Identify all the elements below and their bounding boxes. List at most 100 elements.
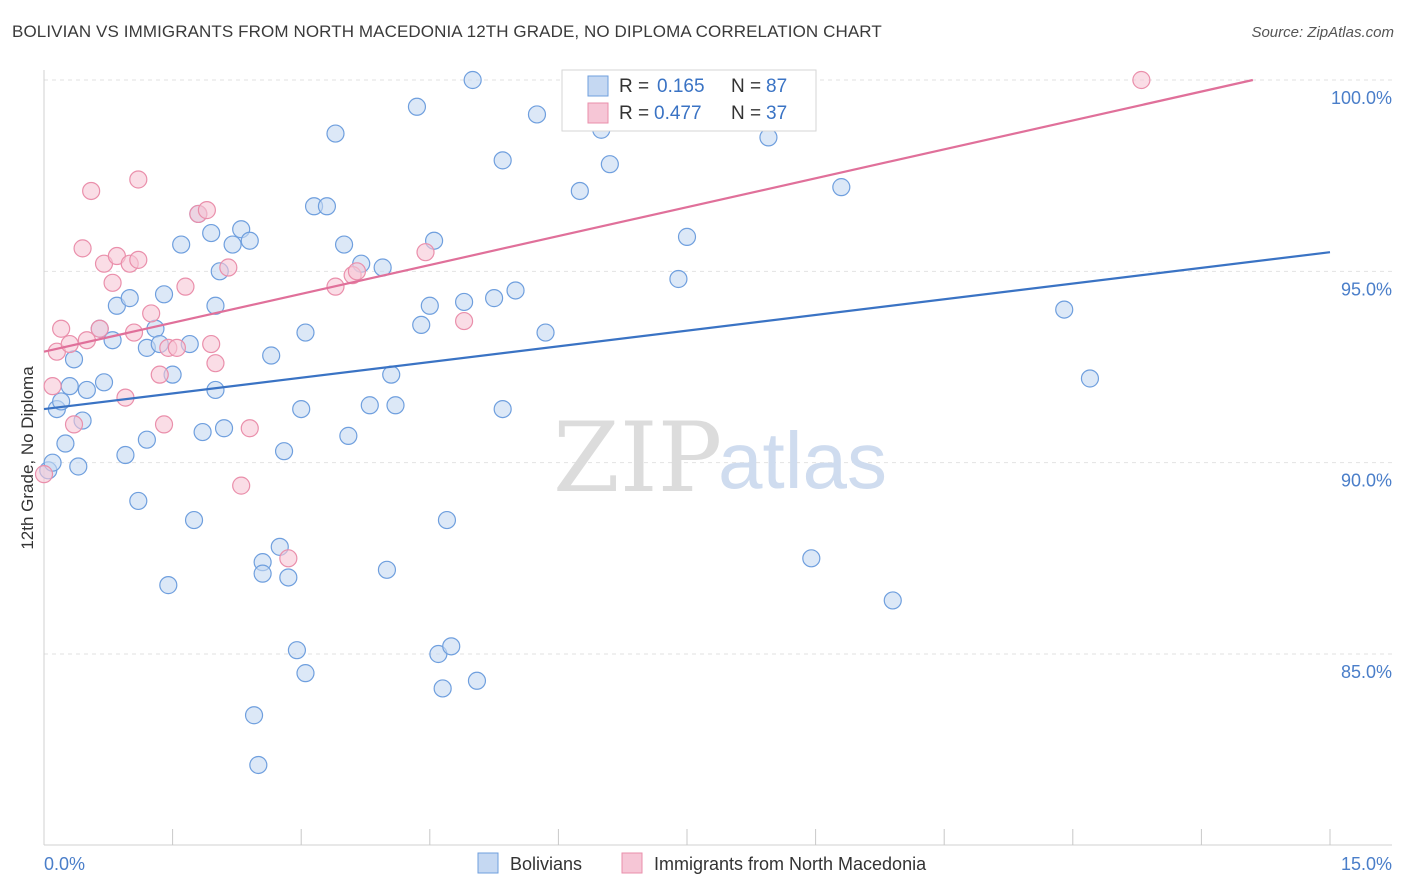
bolivian-point bbox=[433, 679, 452, 698]
north-macedonia-point bbox=[34, 465, 54, 484]
north-macedonia-point bbox=[154, 415, 174, 434]
legend-r-label: R = bbox=[619, 103, 649, 124]
bolivian-point bbox=[244, 706, 264, 725]
bolivian-point bbox=[249, 755, 268, 775]
bottom-legend-label-north-macedonia: Immigrants from North Macedonia bbox=[654, 854, 927, 874]
bolivian-point bbox=[832, 178, 851, 197]
north-macedonia-point bbox=[197, 201, 216, 220]
legend-n-value: 87 bbox=[766, 76, 787, 97]
north-macedonia-point bbox=[279, 549, 298, 568]
bolivian-point bbox=[129, 491, 148, 511]
bolivian-point bbox=[60, 377, 79, 396]
bolivian-point bbox=[317, 197, 337, 216]
bolivian-point bbox=[223, 235, 242, 254]
chart-source: Source: ZipAtlas.com bbox=[1251, 24, 1394, 41]
bolivian-point bbox=[172, 235, 191, 254]
x-ticks: 0.0% 15.0% bbox=[44, 829, 1392, 874]
y-tick-labels: 100.0% 95.0% 90.0% 85.0% bbox=[1331, 88, 1392, 682]
north-macedonia-point bbox=[52, 319, 71, 338]
bolivian-point bbox=[506, 281, 525, 300]
watermark-zip: ZIP bbox=[553, 402, 722, 514]
north-macedonia-point bbox=[1132, 70, 1151, 90]
series-legend: Bolivians Immigrants from North Macedoni… bbox=[477, 852, 927, 874]
x-tick-label: 15.0% bbox=[1341, 854, 1392, 874]
bolivian-point bbox=[339, 426, 358, 445]
y-tick-label: 95.0% bbox=[1341, 279, 1392, 299]
bolivian-point bbox=[253, 564, 272, 583]
bolivian-point bbox=[287, 641, 307, 660]
bolivian-point bbox=[536, 323, 555, 342]
series-north-macedonia bbox=[34, 70, 1151, 568]
bolivian-point bbox=[292, 399, 311, 419]
bolivian-point bbox=[77, 380, 96, 400]
watermark-atlas: atlas bbox=[718, 416, 887, 505]
legend-r-value: 0.477 bbox=[654, 103, 702, 124]
bolivian-point bbox=[274, 442, 294, 461]
north-macedonia-point bbox=[240, 419, 259, 438]
bolivian-point bbox=[334, 235, 354, 254]
bolivian-point bbox=[296, 323, 315, 342]
bolivian-point bbox=[184, 510, 204, 530]
bolivian-point bbox=[493, 399, 512, 419]
north-macedonia-point bbox=[167, 338, 186, 357]
bolivian-point bbox=[1055, 300, 1074, 319]
north-macedonia-point bbox=[202, 334, 221, 354]
bolivian-point bbox=[527, 105, 547, 124]
north-macedonia-point bbox=[82, 181, 101, 201]
bottom-legend-swatch-bolivians bbox=[477, 852, 499, 874]
bolivian-point bbox=[116, 445, 135, 465]
bottom-legend-swatch-north-macedonia bbox=[621, 852, 643, 874]
north-macedonia-point bbox=[129, 170, 148, 189]
north-macedonia-point bbox=[416, 243, 435, 262]
legend-n-label: N = bbox=[731, 103, 761, 124]
bolivian-point bbox=[120, 289, 139, 308]
bolivian-point bbox=[669, 269, 688, 289]
bolivian-point bbox=[412, 315, 431, 335]
y-tick-label: 85.0% bbox=[1341, 662, 1392, 682]
bolivian-point bbox=[193, 422, 212, 442]
axes bbox=[43, 70, 1392, 846]
bolivian-point bbox=[154, 285, 174, 304]
bolivian-point bbox=[802, 549, 821, 568]
y-axis-label: 12th Grade, No Diploma bbox=[18, 366, 37, 550]
bolivian-point bbox=[485, 289, 504, 308]
bolivian-point bbox=[262, 346, 281, 365]
bolivian-point bbox=[94, 373, 114, 392]
north-macedonia-point bbox=[150, 365, 169, 384]
bolivian-point bbox=[677, 227, 697, 246]
trend-lines bbox=[43, 78, 1331, 411]
bolivian-point bbox=[883, 591, 902, 610]
bolivian-point bbox=[467, 671, 487, 690]
bolivian-point bbox=[360, 396, 379, 415]
bolivian-point bbox=[296, 664, 315, 683]
legend-swatch-north-macedonia bbox=[587, 102, 609, 124]
bolivian-point bbox=[454, 292, 474, 312]
bolivian-point bbox=[1080, 369, 1100, 388]
bolivian-point bbox=[326, 124, 345, 143]
north-macedonia-point bbox=[142, 304, 161, 323]
bolivian-point bbox=[202, 223, 221, 243]
bolivian-point bbox=[377, 560, 397, 579]
gridlines bbox=[44, 79, 1392, 655]
legend-r-label: R = bbox=[619, 76, 649, 97]
north-macedonia-point bbox=[347, 262, 367, 281]
north-macedonia-point bbox=[232, 476, 251, 495]
bolivian-point bbox=[240, 231, 259, 250]
legend-swatch-bolivians bbox=[587, 75, 609, 97]
trend-line-bolivians bbox=[43, 251, 1331, 411]
bolivian-point bbox=[386, 396, 405, 415]
north-macedonia-point bbox=[64, 415, 84, 434]
bolivian-point bbox=[570, 181, 589, 201]
bolivian-point bbox=[64, 350, 84, 369]
north-macedonia-point bbox=[219, 258, 238, 277]
bolivian-point bbox=[382, 365, 401, 384]
trend-line-north-macedonia bbox=[43, 78, 1254, 353]
bolivian-point bbox=[56, 434, 75, 453]
north-macedonia-point bbox=[73, 239, 92, 258]
bolivian-point bbox=[437, 510, 457, 530]
bolivian-point bbox=[159, 576, 178, 595]
legend-r-value: 0.165 bbox=[657, 76, 705, 97]
bolivian-point bbox=[137, 430, 156, 449]
y-tick-label: 100.0% bbox=[1331, 88, 1392, 108]
legend-n-label: N = bbox=[731, 76, 761, 97]
